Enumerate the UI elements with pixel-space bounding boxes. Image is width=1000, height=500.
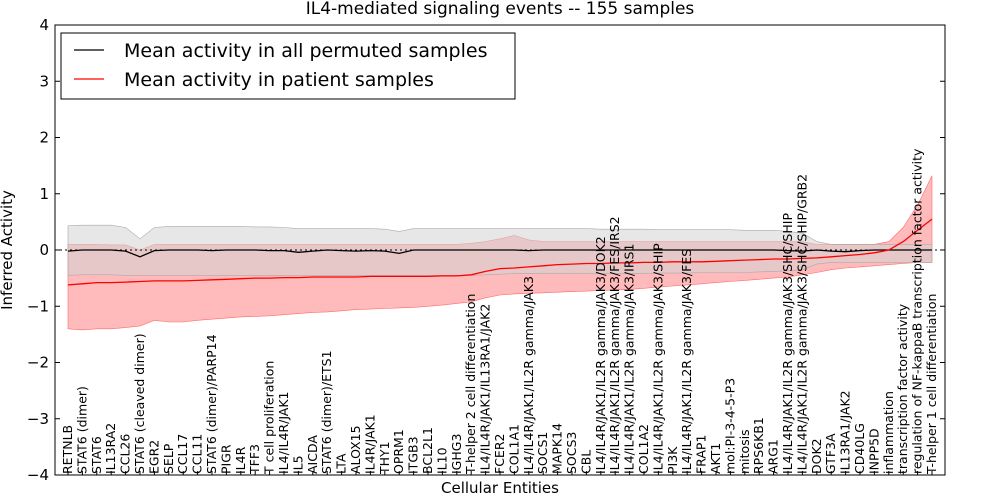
line-series-0 bbox=[67, 218, 933, 286]
y-tick-label: −2 bbox=[27, 354, 49, 372]
entity-label: IL5 bbox=[290, 455, 305, 474]
entity-label: IL4/IL4R/JAK1 bbox=[276, 392, 291, 474]
entity-label: STAT6 (dimer)/ETS1 bbox=[319, 350, 334, 474]
entity-label: IL4R/JAK1 bbox=[362, 414, 377, 474]
entity-label: MAPK14 bbox=[550, 423, 565, 474]
legend-box bbox=[60, 32, 516, 100]
legend-label-patient: Mean activity in patient samples bbox=[124, 69, 434, 91]
entity-label: DOK2 bbox=[809, 438, 824, 474]
y-tick-label: 0 bbox=[39, 241, 49, 259]
y-tick-label: 1 bbox=[39, 185, 49, 203]
entity-label: EGR2 bbox=[146, 440, 161, 474]
entity-label: ALOX15 bbox=[348, 425, 363, 474]
entity-label: IL4/IL4R/JAK1/IL2R gamma/JAK3/FES bbox=[679, 249, 694, 474]
entity-label: BCL2L1 bbox=[420, 427, 435, 474]
entity-label: CCL11 bbox=[190, 434, 205, 474]
entity-label: IL4/IL4R/JAK1/IL2R gamma/JAK3/DOK2 bbox=[593, 236, 608, 474]
entity-label: IL4/IL4R/JAK1/IL13RA1/JAK2 bbox=[478, 304, 493, 474]
entity-label: COL1A2 bbox=[636, 424, 651, 474]
entity-label: inflammation bbox=[881, 391, 896, 474]
y-axis-label: Inferred Activity bbox=[0, 190, 16, 310]
entity-label: T-helper 1 cell differentiation bbox=[924, 294, 939, 475]
entity-label: IL4/IL4R/JAK1/IL2R gamma/JAK3/SHC/SHIP bbox=[780, 213, 795, 474]
entity-label: RPS6KB1 bbox=[751, 417, 766, 474]
entity-label: PI3K bbox=[665, 446, 680, 474]
entity-label: THY1 bbox=[377, 441, 392, 475]
entity-label: STAT6 bbox=[89, 436, 104, 474]
entity-label: STAT6 (dimer)/PARP14 bbox=[204, 334, 219, 474]
entity-label: mitosis bbox=[737, 429, 752, 474]
chart-title: IL4-mediated signaling events -- 155 sam… bbox=[306, 0, 695, 19]
y-tick-label: −3 bbox=[27, 410, 49, 428]
entity-label: IGHG3 bbox=[449, 434, 464, 474]
entity-label: FRAP1 bbox=[694, 435, 709, 474]
entity-label: IL4R bbox=[233, 446, 248, 474]
entity-label: CCL26 bbox=[118, 434, 133, 474]
entity-label: ITGB3 bbox=[406, 436, 421, 474]
entity-label: SOCS1 bbox=[535, 432, 550, 474]
entity-label: IL13RA2 bbox=[103, 423, 118, 474]
y-tick-label: 2 bbox=[39, 129, 49, 147]
entity-labels: RETNLB STAT6 (dimer) STAT6 IL13RA2 CCL26 STAT… bbox=[60, 148, 939, 475]
entity-label: AKT1 bbox=[708, 443, 723, 474]
entity-label: TFF3 bbox=[247, 444, 262, 475]
entity-label: LTA bbox=[334, 453, 349, 474]
entity-label: regulation of NF-kappaB transcription fa… bbox=[910, 148, 925, 474]
x-axis-label: Cellular Entities bbox=[441, 479, 559, 497]
entity-label: IL4/IL4R/JAK1/IL2R gamma/JAK3/IRS1 bbox=[622, 244, 637, 474]
entity-label: PIGR bbox=[218, 444, 233, 474]
entity-label: IL4/IL4R/JAK1/IL2R gamma/JAK3/SHIP bbox=[650, 243, 665, 474]
y-axis-ticks: −4 −3 −2 −1 0 1 2 3 4 bbox=[27, 16, 945, 484]
entity-label: FCER2 bbox=[492, 434, 507, 474]
legend: Mean activity in all permuted samples Me… bbox=[60, 32, 516, 100]
legend-label-permuted: Mean activity in all permuted samples bbox=[124, 40, 487, 62]
entity-label: CCL17 bbox=[175, 434, 190, 474]
y-tick-label: −1 bbox=[27, 297, 49, 315]
entity-label: IL13RA1/JAK2 bbox=[838, 390, 853, 474]
entity-label: AICDA bbox=[305, 435, 320, 474]
line-series-1 bbox=[67, 249, 932, 258]
entity-label: SOCS3 bbox=[564, 432, 579, 474]
entity-label: GTF3A bbox=[823, 433, 838, 474]
entity-label: IL4/IL4R/JAK1/IL2R gamma/JAK3 bbox=[521, 276, 536, 474]
entity-label: transcription factor activity bbox=[895, 303, 910, 474]
entity-label: INPP5D bbox=[866, 428, 881, 474]
entity-label: OPRM1 bbox=[391, 429, 406, 474]
entity-label: IL10 bbox=[434, 447, 449, 474]
entity-label: T cell proliferation bbox=[262, 361, 277, 475]
entity-label: ARG1 bbox=[766, 439, 781, 474]
y-tick-label: −4 bbox=[27, 466, 49, 484]
entity-label: IL4/IL4R/JAK1/IL2R gamma/JAK3/SHC/SHIP/G… bbox=[794, 174, 809, 474]
entity-label: CBL bbox=[578, 450, 593, 474]
y-tick-label: 4 bbox=[39, 16, 49, 34]
entity-label: COL1A1 bbox=[506, 424, 521, 474]
entity-label: mol:PI-3-4-5-P3 bbox=[722, 378, 737, 474]
entity-label: SELP bbox=[161, 443, 176, 474]
entity-label: RETNLB bbox=[60, 425, 75, 474]
entity-label: IL4/IL4R/JAK1/IL2R gamma/JAK3/FES/IRS2 bbox=[607, 216, 622, 474]
mean-lines bbox=[67, 218, 933, 286]
entity-label: CD40LG bbox=[852, 423, 867, 474]
entity-label: STAT6 (dimer) bbox=[74, 386, 89, 474]
entity-label: T-helper 2 cell differentiation bbox=[463, 294, 478, 475]
entity-label: STAT6 (cleaved dimer) bbox=[132, 333, 147, 474]
y-tick-label: 3 bbox=[39, 72, 49, 90]
